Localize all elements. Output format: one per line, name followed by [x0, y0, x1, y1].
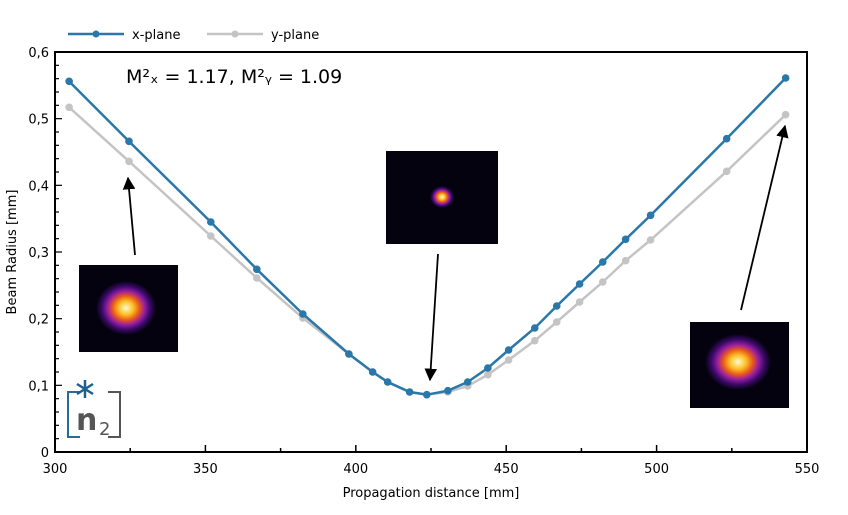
- data-point-x-plane: [207, 218, 215, 226]
- legend: x-plane y-plane: [68, 28, 319, 43]
- y-tick-label: 0,6: [28, 46, 49, 61]
- x-tick-label: 500: [644, 462, 669, 477]
- data-point-x-plane: [422, 390, 431, 399]
- data-point-x-plane: [125, 137, 133, 146]
- svg-text:2: 2: [99, 419, 110, 440]
- beam-spot: [96, 281, 156, 335]
- data-point-x-plane: [646, 211, 655, 220]
- legend-marker-x-plane: [92, 30, 100, 38]
- data-point-x-plane: [484, 364, 492, 372]
- n2-logo: n 2: [67, 380, 121, 440]
- data-point-y-plane: [552, 318, 561, 326]
- x-axis-label: Propagation distance [mm]: [343, 486, 520, 501]
- data-point-x-plane: [383, 378, 392, 386]
- legend-label-x-plane: x-plane: [132, 28, 180, 43]
- x-tick-label: 550: [795, 462, 820, 477]
- y-axis-label: Beam Radius [mm]: [5, 190, 20, 315]
- arrow-icon: [424, 253, 439, 382]
- arrow-icon: [122, 176, 136, 256]
- data-point-y-plane: [207, 232, 215, 240]
- data-point-y-plane: [621, 256, 630, 265]
- y-tick-label: 0,5: [28, 113, 49, 128]
- beam-profile-waist: [386, 151, 498, 382]
- data-point-y-plane: [125, 157, 133, 166]
- data-point-x-plane: [598, 258, 607, 266]
- data-point-x-plane: [299, 310, 307, 318]
- data-point-y-plane: [722, 167, 731, 176]
- data-point-x-plane: [253, 265, 261, 274]
- m2-annotation: M²ₓ = 1.17, M²ᵧ = 1.09: [126, 66, 342, 88]
- asterisk-icon: [76, 380, 94, 398]
- data-point-y-plane: [575, 298, 584, 306]
- data-point-x-plane: [65, 77, 73, 86]
- series-line-x-plane: [68, 77, 787, 396]
- data-point-y-plane: [253, 274, 261, 282]
- y-tick-label: 0,4: [28, 179, 49, 194]
- data-point-x-plane: [552, 302, 561, 310]
- data-point-x-plane: [781, 74, 790, 82]
- y-tick-label: 0,1: [28, 379, 49, 394]
- beam-profile-far: [690, 124, 789, 408]
- data-point-x-plane: [345, 350, 353, 358]
- data-point-y-plane: [504, 356, 513, 364]
- data-point-x-plane: [504, 346, 513, 354]
- data-point-y-plane: [781, 110, 790, 119]
- legend-label-y-plane: y-plane: [271, 28, 319, 43]
- data-point-y-plane: [598, 278, 607, 286]
- data-point-y-plane: [646, 236, 655, 244]
- data-point-x-plane: [463, 378, 472, 386]
- y-tick-label: 0,3: [28, 246, 49, 261]
- data-point-y-plane: [484, 370, 492, 379]
- beam-profile-near: [79, 176, 178, 352]
- beam-spot: [705, 334, 771, 390]
- data-point-x-plane: [530, 324, 539, 332]
- series-line-y-plane: [68, 106, 787, 396]
- x-tick-label: 350: [193, 462, 218, 477]
- svg-text:n: n: [76, 403, 97, 438]
- data-point-x-plane: [368, 368, 377, 376]
- y-tick-label: 0: [41, 446, 49, 461]
- x-tick-label: 300: [43, 462, 68, 477]
- data-point-x-plane: [444, 386, 452, 395]
- beam-spot: [430, 186, 454, 208]
- x-tick-label: 400: [343, 462, 368, 477]
- data-point-x-plane: [405, 388, 414, 396]
- legend-marker-y-plane: [231, 30, 239, 38]
- data-point-y-plane: [530, 336, 539, 345]
- data-point-x-plane: [722, 134, 731, 143]
- data-point-x-plane: [621, 235, 630, 244]
- x-tick-label: 450: [494, 462, 519, 477]
- data-point-y-plane: [65, 103, 73, 112]
- data-point-x-plane: [575, 280, 584, 288]
- arrow-icon: [740, 124, 789, 311]
- y-tick-label: 0,2: [28, 313, 49, 328]
